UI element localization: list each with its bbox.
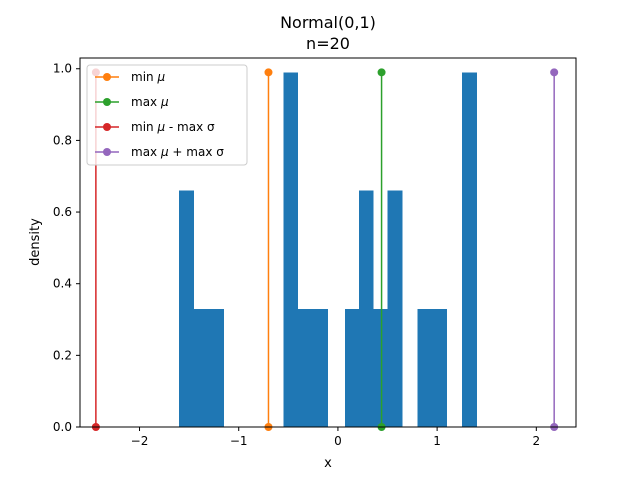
legend-item-3: max μ + max σ — [95, 145, 224, 159]
histogram-bar-6 — [373, 308, 388, 427]
x-axis-ticks: −2 −1 0 1 2 — [131, 427, 540, 448]
histogram-bar-5 — [358, 190, 374, 427]
y-tick-label: 0.2 — [53, 348, 72, 362]
histogram-bar-0 — [179, 190, 195, 427]
legend: min μ max μ min μ - max σ max μ + max σ — [86, 64, 248, 166]
histogram-bar-8 — [417, 308, 448, 427]
chart-subtitle: n=20 — [306, 34, 350, 53]
histogram-bar-3 — [298, 308, 328, 427]
histogram-bar-2 — [283, 72, 299, 428]
legend-item-1: max μ — [95, 95, 169, 109]
stem-marker-3-1 — [550, 68, 559, 77]
y-tick-label: 0.6 — [53, 205, 72, 219]
y-tick-label: 0.4 — [53, 277, 72, 291]
legend-marker — [103, 123, 111, 131]
y-tick-label: 0.8 — [53, 133, 72, 147]
x-tick-label: −2 — [131, 434, 149, 448]
legend-label: max μ — [131, 95, 169, 109]
histogram-bar-4 — [344, 308, 359, 427]
y-tick-label: 1.0 — [53, 62, 72, 76]
stem-marker-1-1 — [377, 68, 386, 77]
stem-marker-0-1 — [264, 68, 273, 77]
legend-label: min μ - max σ — [131, 120, 215, 134]
legend-marker — [103, 73, 111, 81]
stem-series-0 — [264, 68, 273, 431]
x-axis-label: x — [324, 456, 332, 471]
legend-label: max μ + max σ — [131, 145, 224, 159]
plot-frame — [79, 57, 577, 428]
chart-title: Normal(0,1) — [280, 13, 376, 32]
histogram-bar-9 — [461, 72, 477, 428]
x-tick-label: 1 — [433, 434, 441, 448]
legend-item-2: min μ - max σ — [95, 120, 215, 134]
y-tick-label: 0.0 — [53, 420, 72, 434]
x-tick-label: 0 — [334, 434, 342, 448]
histogram-bar-1 — [194, 308, 224, 427]
legend-item-0: min μ — [95, 70, 165, 84]
x-tick-label: 2 — [532, 434, 540, 448]
y-axis-label: density — [28, 218, 43, 266]
x-tick-label: −1 — [230, 434, 248, 448]
legend-marker — [103, 98, 111, 106]
stem-series-3 — [550, 68, 559, 431]
histogram-bar-7 — [387, 190, 403, 427]
legend-label: min μ — [131, 70, 165, 84]
histogram-bars — [179, 72, 477, 428]
y-axis-ticks: 0.0 0.2 0.4 0.6 0.8 1.0 — [53, 62, 80, 434]
legend-box — [86, 64, 248, 166]
legend-marker — [103, 148, 111, 156]
